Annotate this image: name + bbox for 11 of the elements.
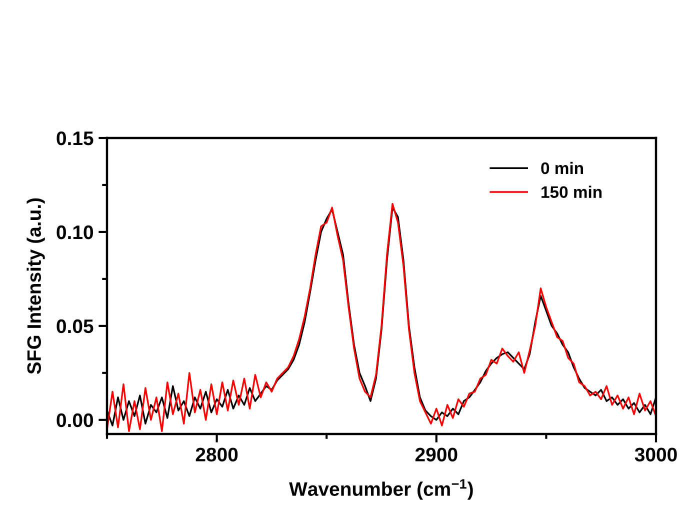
x-tick-label: 2900 <box>415 448 458 462</box>
x-tick-label: 3000 <box>634 448 677 462</box>
y-tick-label: 0.00 <box>56 413 94 428</box>
x-axis-title: Wavenumber (cm$^{−1}$) <box>289 479 473 500</box>
y-tick-label: 0.10 <box>56 225 94 240</box>
x-tick-label: 2800 <box>196 448 238 462</box>
legend-label: 150 min <box>542 186 602 198</box>
y-tick-label: 0.15 <box>56 131 94 146</box>
legend-label: 0 min <box>541 162 584 174</box>
y-axis-title: SFG Intensity (a.u.) <box>26 198 45 374</box>
y-tick-label: 0.05 <box>56 319 94 334</box>
